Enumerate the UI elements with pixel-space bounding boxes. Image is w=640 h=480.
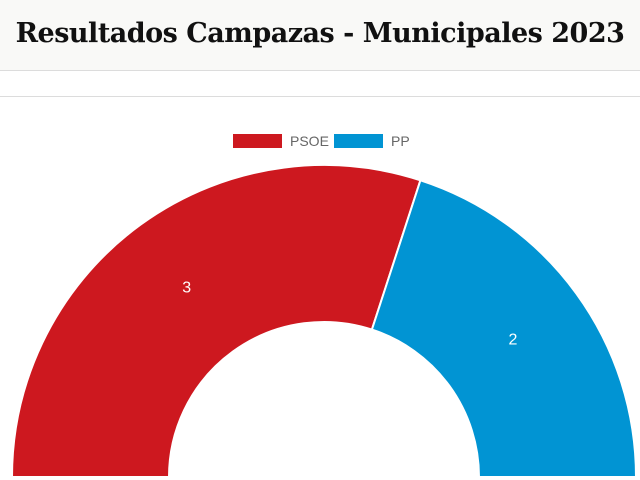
slice-label-pp: 2 [508, 331, 517, 348]
header-divider [0, 96, 640, 97]
legend-swatch-pp[interactable] [334, 134, 383, 148]
legend-swatch-psoe[interactable] [233, 134, 282, 148]
legend-label-pp[interactable]: PP [391, 133, 410, 149]
seats-chart: PSOE PP 32 [11, 133, 637, 478]
slice-psoe[interactable] [11, 164, 422, 478]
legend-label-psoe[interactable]: PSOE [290, 133, 329, 149]
slice-pp[interactable] [370, 179, 637, 478]
chart-slices [11, 164, 637, 478]
slice-label-psoe: 3 [182, 280, 191, 297]
chart-labels: 32 [182, 280, 517, 349]
chart-legend: PSOE PP [233, 133, 410, 149]
page-title: Resultados Campazas - Municipales 2023 [15, 18, 625, 49]
page-header: Resultados Campazas - Municipales 2023 [0, 0, 640, 71]
